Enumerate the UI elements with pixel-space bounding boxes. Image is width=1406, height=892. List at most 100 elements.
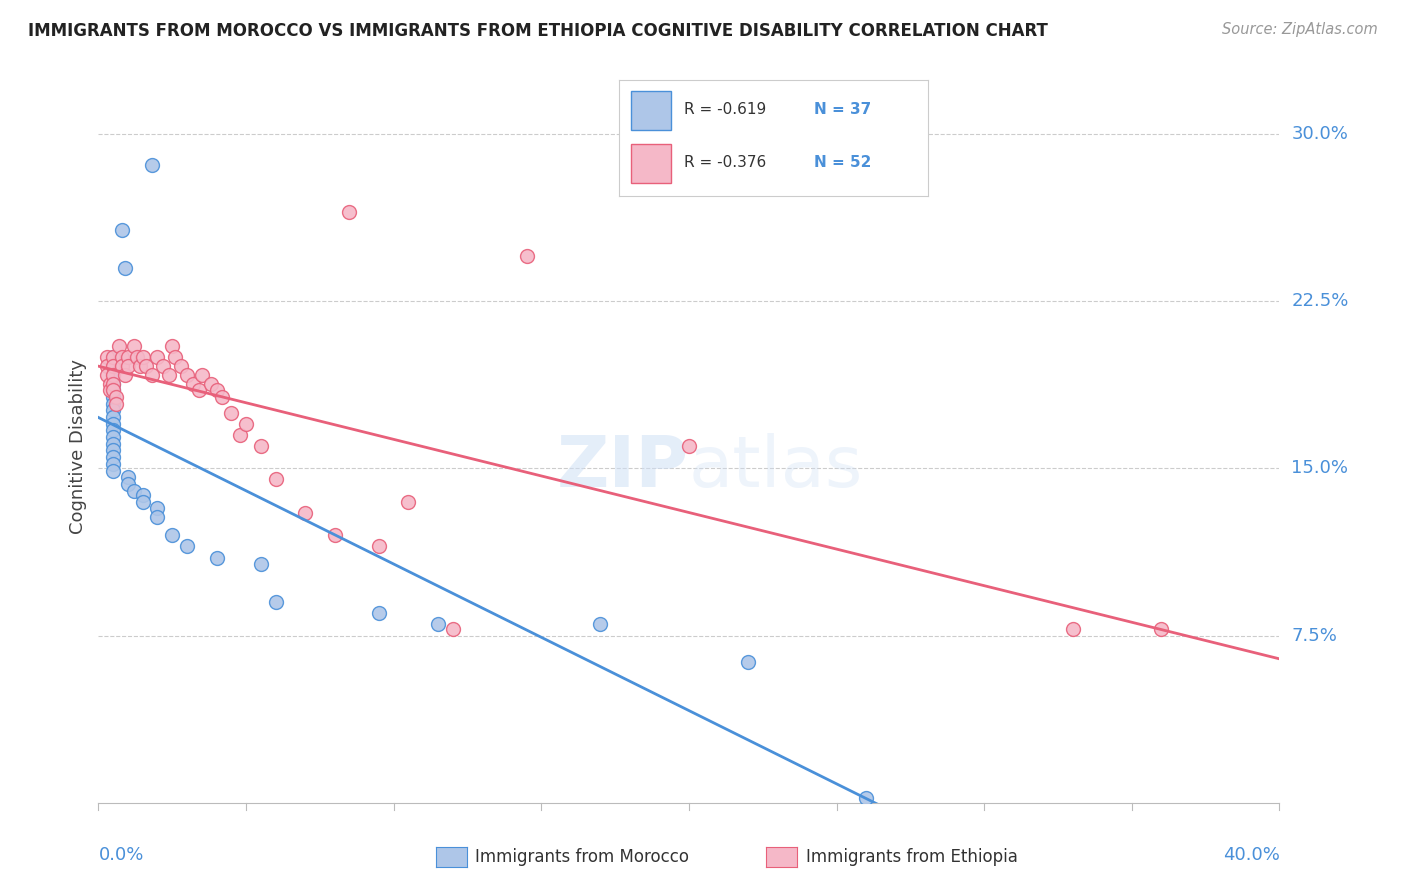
Text: Source: ZipAtlas.com: Source: ZipAtlas.com bbox=[1222, 22, 1378, 37]
Point bbox=[176, 368, 198, 382]
Point bbox=[157, 368, 180, 382]
Point bbox=[98, 384, 121, 398]
Point bbox=[122, 338, 145, 352]
Point bbox=[211, 390, 233, 404]
Point bbox=[368, 539, 391, 553]
Point bbox=[737, 655, 759, 669]
Point bbox=[181, 376, 204, 391]
Point bbox=[117, 470, 139, 484]
Text: IMMIGRANTS FROM MOROCCO VS IMMIGRANTS FROM ETHIOPIA COGNITIVE DISABILITY CORRELA: IMMIGRANTS FROM MOROCCO VS IMMIGRANTS FR… bbox=[28, 22, 1047, 40]
Point bbox=[105, 396, 128, 410]
Text: atlas: atlas bbox=[689, 433, 863, 502]
Point bbox=[117, 359, 139, 373]
Point bbox=[103, 368, 125, 382]
Point bbox=[515, 249, 537, 264]
Point bbox=[146, 510, 169, 524]
Point bbox=[128, 359, 150, 373]
Point bbox=[103, 350, 125, 364]
Point bbox=[141, 368, 163, 382]
Point bbox=[678, 439, 700, 453]
Point bbox=[114, 368, 136, 382]
Point bbox=[162, 528, 183, 542]
Point bbox=[103, 457, 125, 471]
Point bbox=[125, 350, 148, 364]
Point bbox=[1062, 622, 1084, 636]
Point bbox=[103, 368, 125, 382]
Point bbox=[146, 350, 169, 364]
Point bbox=[103, 384, 125, 398]
Text: 0.0%: 0.0% bbox=[98, 846, 143, 863]
Text: 15.0%: 15.0% bbox=[1291, 459, 1348, 477]
Point bbox=[1150, 622, 1173, 636]
Point bbox=[98, 376, 121, 391]
Point bbox=[132, 494, 155, 508]
Text: 30.0%: 30.0% bbox=[1291, 125, 1348, 143]
Point bbox=[200, 376, 222, 391]
Point bbox=[108, 338, 131, 352]
Point bbox=[323, 528, 346, 542]
Point bbox=[103, 430, 125, 444]
Text: R = -0.376: R = -0.376 bbox=[683, 154, 766, 169]
Y-axis label: Cognitive Disability: Cognitive Disability bbox=[69, 359, 87, 533]
Point bbox=[103, 390, 125, 404]
Point bbox=[117, 476, 139, 491]
Text: N = 37: N = 37 bbox=[814, 103, 870, 118]
Point bbox=[589, 617, 612, 632]
Text: 22.5%: 22.5% bbox=[1291, 292, 1348, 310]
Point bbox=[103, 464, 125, 478]
Point bbox=[219, 405, 242, 420]
Point bbox=[187, 384, 209, 398]
Point bbox=[170, 359, 193, 373]
Point bbox=[294, 506, 316, 520]
Point bbox=[162, 338, 183, 352]
Point bbox=[103, 396, 125, 410]
Point bbox=[396, 494, 419, 508]
FancyBboxPatch shape bbox=[631, 144, 671, 184]
Point bbox=[337, 204, 360, 219]
Point bbox=[103, 403, 125, 417]
Point bbox=[103, 359, 125, 373]
Point bbox=[229, 427, 252, 442]
Point bbox=[103, 376, 125, 391]
Point bbox=[103, 359, 125, 373]
Text: 7.5%: 7.5% bbox=[1291, 626, 1337, 645]
Point bbox=[111, 350, 134, 364]
Point bbox=[96, 350, 118, 364]
Point bbox=[132, 350, 155, 364]
Point bbox=[96, 368, 118, 382]
Point bbox=[103, 350, 125, 364]
Point bbox=[205, 550, 228, 565]
Point bbox=[103, 384, 125, 398]
Point bbox=[176, 539, 198, 553]
Point bbox=[141, 158, 163, 172]
Point bbox=[111, 222, 134, 236]
Point bbox=[855, 791, 877, 805]
Point bbox=[250, 557, 273, 572]
Point bbox=[111, 359, 134, 373]
Point bbox=[152, 359, 174, 373]
Text: 40.0%: 40.0% bbox=[1223, 846, 1279, 863]
Point bbox=[264, 595, 287, 609]
Point bbox=[103, 417, 125, 431]
Point bbox=[135, 359, 157, 373]
Point bbox=[103, 410, 125, 425]
Text: R = -0.619: R = -0.619 bbox=[683, 103, 766, 118]
Point bbox=[427, 617, 450, 632]
Text: ZIP: ZIP bbox=[557, 433, 689, 502]
Point bbox=[165, 350, 187, 364]
Point bbox=[264, 473, 287, 487]
Point bbox=[191, 368, 214, 382]
Point bbox=[368, 607, 391, 621]
Point bbox=[103, 450, 125, 465]
Point bbox=[105, 390, 128, 404]
Point bbox=[103, 436, 125, 450]
Point bbox=[146, 501, 169, 516]
Point bbox=[117, 350, 139, 364]
Text: N = 52: N = 52 bbox=[814, 154, 870, 169]
Point bbox=[122, 483, 145, 498]
Point bbox=[114, 260, 136, 275]
Point bbox=[205, 384, 228, 398]
Point bbox=[103, 376, 125, 391]
Point bbox=[250, 439, 273, 453]
Text: Immigrants from Ethiopia: Immigrants from Ethiopia bbox=[806, 848, 1018, 866]
